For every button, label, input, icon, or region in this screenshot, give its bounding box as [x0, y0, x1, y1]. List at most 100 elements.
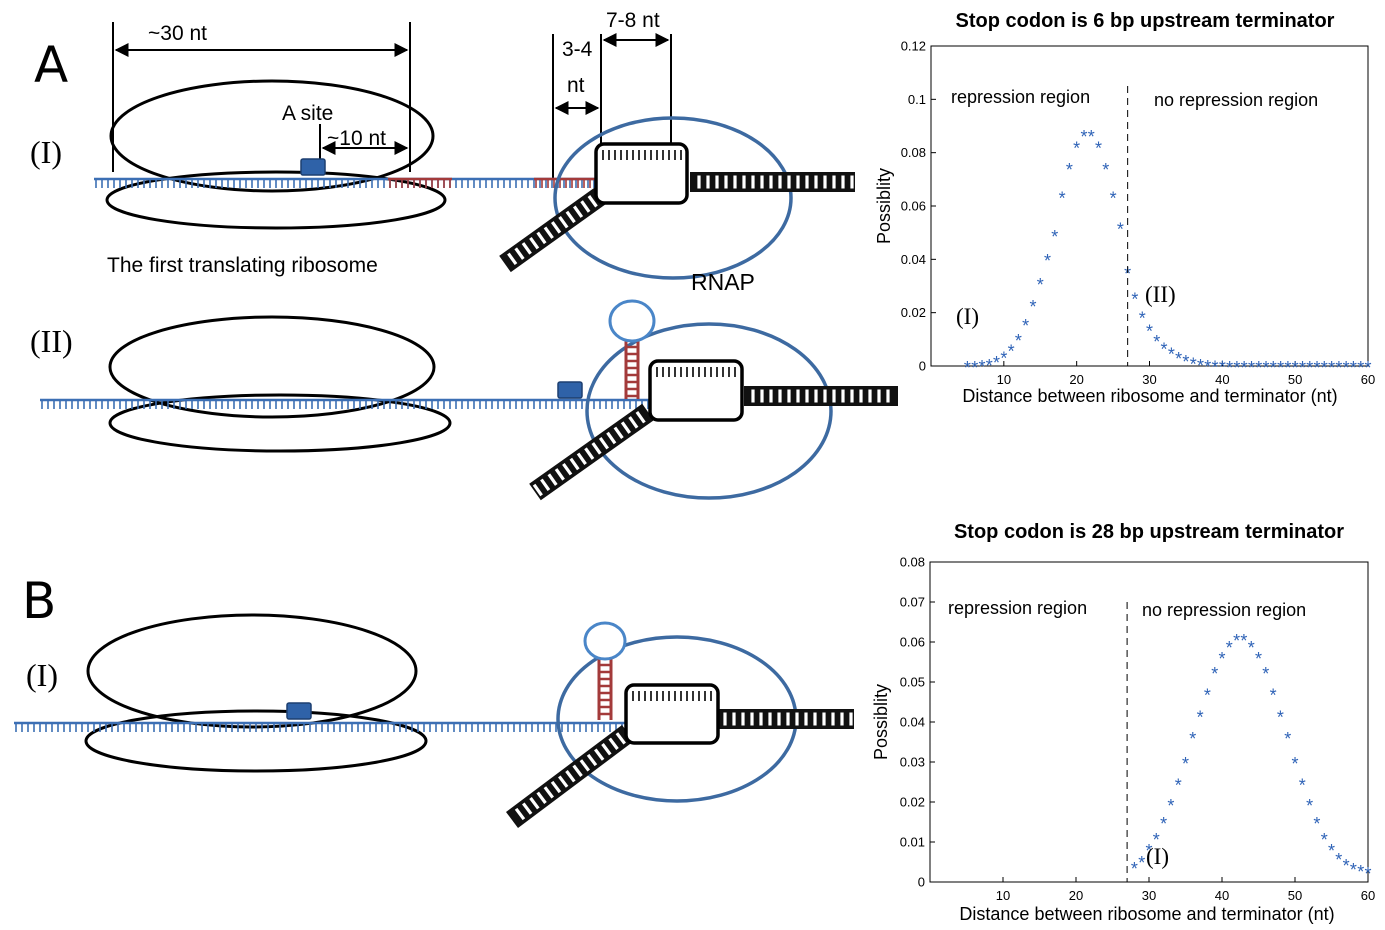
rnap-ellipse [553, 116, 793, 280]
data-point: * [964, 358, 971, 378]
data-point: * [1095, 138, 1102, 158]
transcription-bubble [648, 359, 744, 422]
row-a1-label: (I) [30, 134, 62, 170]
data-point: * [1328, 841, 1335, 861]
data-point: * [1029, 297, 1036, 317]
chart-top-mark-i: (I) [956, 304, 979, 329]
ribosome-caption: The first translating ribosome [107, 254, 378, 277]
row-b1-label: (I) [26, 657, 58, 693]
chart-top-ylabel: Possiblity [874, 168, 894, 244]
panel-a-letter: A [34, 36, 68, 94]
y-tick-label: 0.02 [900, 795, 925, 810]
data-point: * [1248, 358, 1255, 378]
x-tick-label: 30 [1142, 888, 1156, 903]
chart-bottom-title: Stop codon is 28 bp upstream terminator [954, 521, 1344, 543]
data-point: * [1292, 358, 1299, 378]
x-tick-label: 10 [996, 888, 1010, 903]
data-point: * [1357, 358, 1364, 378]
y-tick-label: 0.04 [900, 715, 925, 730]
hairpin-loop [608, 299, 656, 343]
data-point: * [1364, 358, 1371, 378]
data-point: * [1255, 649, 1262, 669]
chart-bottom-left-region: repression region [948, 598, 1087, 618]
data-point: * [1211, 664, 1218, 684]
data-point: * [993, 353, 1000, 373]
data-point: * [1212, 357, 1219, 377]
data-point: * [1059, 188, 1066, 208]
y-tick-label: 0.05 [900, 675, 925, 690]
x-tick-label: 50 [1288, 888, 1302, 903]
data-point: * [1000, 349, 1007, 369]
a-site-label: A site [282, 102, 333, 125]
data-point: * [1233, 631, 1240, 651]
chart-bottom-ticks: 10 20 30 40 50 60 0 0.01 0.02 0.03 0.04 0.05 0.06 0.0… [900, 555, 1376, 904]
y-tick-label: 0.03 [900, 755, 925, 770]
data-point: * [1160, 814, 1167, 834]
strand-teeth [15, 723, 701, 732]
data-point: * [1357, 862, 1364, 882]
y-tick-label: 0.02 [901, 305, 926, 320]
bubble-teeth [656, 367, 736, 377]
chart-bottom-points: * ************* * * ************ * * * * * [1131, 631, 1372, 884]
chart-bottom-ylabel: Possiblity [871, 684, 891, 760]
rnap-label: RNAP [691, 269, 755, 295]
panel-b-letter: B [22, 572, 56, 630]
dna-base-pairs [723, 712, 853, 726]
data-point: * [1015, 331, 1022, 351]
data-point: * [1233, 358, 1240, 378]
x-tick-label: 60 [1361, 888, 1375, 903]
y-tick-label: 0.08 [900, 555, 925, 570]
data-point: * [1131, 859, 1138, 879]
y-tick-label: 0 [919, 359, 926, 374]
ribosome-a1 [105, 79, 447, 230]
data-point: * [1204, 686, 1211, 706]
data-point: * [1153, 830, 1160, 850]
data-point: * [1117, 219, 1124, 239]
chart-top-ticks: 10 20 30 40 50 60 0 0.02 0.04 0.06 0.08 0.1 0.12 [901, 39, 1376, 388]
data-point: * [1190, 354, 1197, 374]
dna-duplex [744, 386, 898, 406]
chart-bottom-mark-i: (I) [1146, 844, 1169, 869]
data-point: * [1343, 358, 1350, 378]
dna-duplex [529, 403, 654, 501]
data-point: * [978, 357, 985, 377]
data-point: * [1204, 357, 1211, 377]
data-point: * [1037, 275, 1044, 295]
transcription-bubble [624, 683, 720, 745]
strand-teeth [41, 400, 727, 409]
y-tick-label: 0.06 [900, 635, 925, 650]
data-point: * [1197, 708, 1204, 728]
pause-site-teeth [389, 179, 451, 188]
data-point: * [1364, 864, 1371, 884]
data-point: * [1189, 729, 1196, 749]
data-point: * [1350, 358, 1357, 378]
row-a2-label: (II) [30, 323, 73, 359]
chart-bottom: Stop codon is 28 bp upstream terminator … [871, 521, 1375, 924]
ribosome-b1 [84, 613, 428, 773]
data-point: * [1080, 127, 1087, 147]
mrna-strand-a1 [94, 177, 673, 188]
dna-base-pairs [751, 389, 890, 403]
y-tick-label: 0.12 [901, 39, 926, 54]
data-point: * [1139, 309, 1146, 329]
data-point: * [1051, 227, 1058, 247]
dim-34nt-top: 3-4 [562, 38, 593, 61]
y-tick-label: 0.1 [908, 92, 926, 107]
chart-top-mark-ii: (II) [1145, 282, 1176, 307]
data-point: * [1241, 358, 1248, 378]
y-tick-label: 0.04 [901, 252, 926, 267]
data-point: * [1226, 358, 1233, 378]
dim-78nt-label: 7-8 nt [606, 9, 660, 32]
data-point: * [1182, 754, 1189, 774]
data-point: * [1175, 349, 1182, 369]
dim-30nt-label: ~30 nt [148, 22, 207, 45]
data-point: * [1335, 358, 1342, 378]
data-point: * [1321, 358, 1328, 378]
data-point: * [1008, 341, 1015, 361]
data-point: * [986, 356, 993, 376]
data-point: * [1088, 127, 1095, 147]
chart-bottom-xlabel: Distance between ribosome and terminator… [959, 904, 1334, 924]
data-point: * [1138, 853, 1145, 873]
data-point: * [1284, 358, 1291, 378]
chart-top-left-region: repression region [951, 87, 1090, 107]
